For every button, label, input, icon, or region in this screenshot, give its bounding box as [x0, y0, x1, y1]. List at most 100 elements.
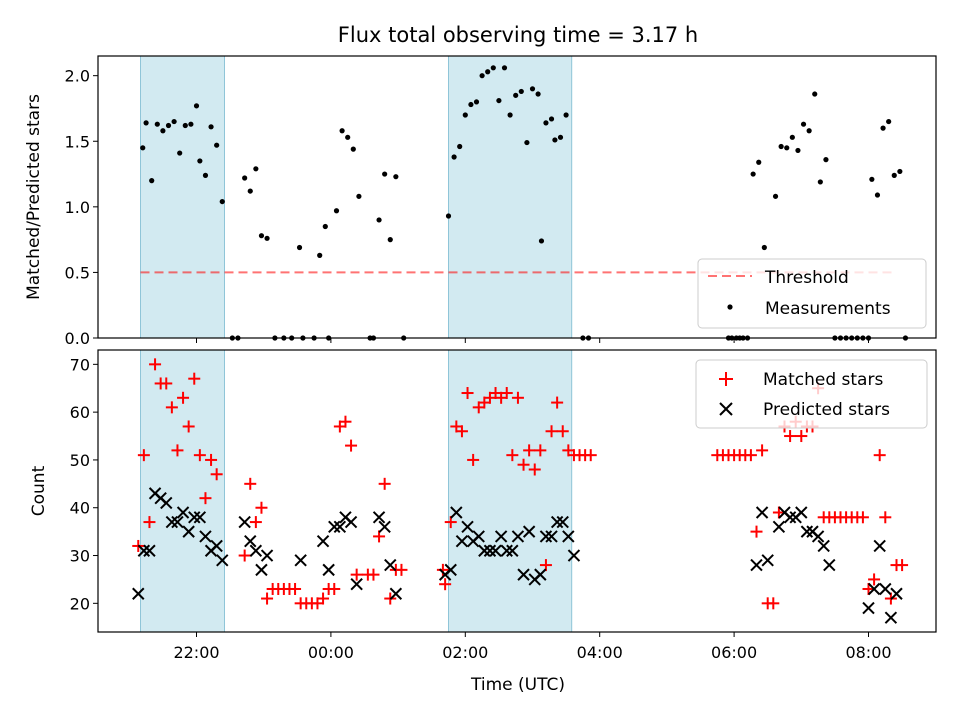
- measurement-point: [451, 154, 457, 160]
- predicted-star-marker: [539, 530, 553, 543]
- y-tick-label: 50: [70, 451, 90, 470]
- matched-star-marker: [467, 453, 480, 466]
- predicted-star-marker: [210, 539, 223, 553]
- matched-star-marker: [795, 430, 808, 443]
- legend-threshold-label: Threshold: [764, 268, 849, 288]
- measurement-point: [242, 175, 248, 181]
- predicted-star-marker: [800, 525, 814, 538]
- matched-star-marker: [511, 391, 524, 404]
- predicted-star-marker: [372, 511, 386, 524]
- measurement-point: [253, 166, 259, 172]
- matched-star-marker: [244, 477, 257, 490]
- predicted-star-marker: [322, 563, 335, 577]
- matched-star-marker: [873, 449, 886, 462]
- measurement-point: [524, 139, 530, 146]
- legend-matched-swatch: [719, 372, 733, 386]
- measurement-point: [140, 145, 146, 151]
- matched-star-marker: [317, 592, 330, 605]
- measurement-point: [886, 118, 892, 125]
- predicted-star-marker: [455, 534, 469, 548]
- predicted-star-marker: [750, 558, 763, 572]
- measurement-point: [160, 128, 166, 134]
- predicted-star-marker: [500, 544, 513, 557]
- matched-star-marker: [506, 449, 519, 462]
- matched-star-marker: [199, 492, 212, 505]
- measurement-point: [350, 146, 356, 152]
- predicted-star-marker: [193, 511, 207, 524]
- measurement-point: [154, 121, 160, 127]
- measurement-point: [778, 143, 784, 150]
- legend-matched-label: Matched stars: [763, 370, 883, 390]
- matched-star-marker: [249, 516, 262, 529]
- y-tick-label: 1.0: [65, 198, 90, 217]
- matched-star-marker: [160, 377, 173, 390]
- predicted-star-marker: [783, 511, 797, 524]
- ratio-y-axis-label: Matched/Predicted stars: [24, 94, 44, 300]
- y-tick-label: 40: [70, 499, 90, 518]
- measurement-point: [317, 252, 323, 258]
- measurement-point: [485, 69, 491, 75]
- measurement-point: [264, 235, 270, 241]
- matched-star-marker: [188, 372, 201, 385]
- predicted-star-marker: [511, 530, 525, 543]
- matched-star-marker: [255, 501, 268, 514]
- matched-star-marker: [261, 592, 274, 605]
- matched-star-marker: [879, 511, 892, 524]
- predicted-star-marker: [879, 582, 892, 596]
- measurement-point: [800, 121, 807, 127]
- y-tick-label: 2.0: [65, 67, 90, 86]
- measurement-point: [165, 122, 172, 129]
- matched-star-marker: [137, 449, 150, 462]
- x-tick-label: 00:00: [308, 643, 354, 662]
- measurement-point: [177, 150, 183, 156]
- matched-star-marker: [328, 582, 341, 595]
- count-panel-frame: [97, 349, 937, 633]
- measurement-point: [552, 137, 558, 143]
- measurement-point: [333, 208, 340, 214]
- predicted-star-marker: [244, 534, 257, 548]
- y-tick-label: 60: [70, 403, 90, 422]
- legend-predicted-label: Predicted stars: [763, 400, 890, 420]
- measurement-point: [891, 172, 897, 178]
- matched-star-marker: [517, 458, 530, 471]
- matched-star-marker: [896, 559, 909, 572]
- legend-predicted-swatch: [719, 402, 733, 416]
- measurement-point: [784, 145, 790, 151]
- predicted-star-marker: [165, 515, 179, 529]
- predicted-star-marker: [171, 515, 184, 529]
- predicted-star-marker: [294, 554, 307, 567]
- measurement-point: [473, 99, 480, 105]
- predicted-star-marker: [389, 587, 403, 600]
- matched-star-marker: [455, 425, 468, 438]
- predicted-star-marker: [534, 568, 547, 581]
- predicted-star-marker: [137, 544, 151, 557]
- predicted-star-marker: [823, 558, 836, 572]
- matched-star-marker: [534, 444, 547, 457]
- y-tick-label: 20: [70, 594, 90, 613]
- measurement-point: [247, 188, 253, 194]
- measurement-point: [393, 174, 399, 180]
- matched-star-marker: [339, 415, 352, 428]
- measurement-point: [208, 124, 214, 130]
- predicted-star-marker: [478, 544, 491, 557]
- predicted-star-marker: [890, 587, 903, 600]
- x-tick-label: 06:00: [711, 643, 757, 662]
- measurement-point: [322, 223, 328, 230]
- predicted-star-marker: [884, 611, 898, 624]
- predicted-star-marker: [199, 530, 212, 543]
- matched-star-marker: [193, 449, 206, 462]
- measurement-point: [874, 192, 881, 198]
- matched-star-marker: [444, 516, 457, 529]
- ratio-legend: Threshold Measurements: [697, 258, 927, 329]
- measurement-point: [750, 171, 756, 177]
- predicted-star-marker: [556, 515, 569, 529]
- measurement-point: [806, 128, 812, 134]
- matched-star-marker: [238, 549, 251, 562]
- measurement-point: [880, 125, 886, 131]
- matched-star-marker: [373, 530, 386, 543]
- predicted-star-marker: [132, 587, 145, 600]
- matched-star-marker: [345, 439, 358, 452]
- measurement-point: [823, 157, 829, 163]
- predicted-star-marker: [867, 582, 881, 596]
- x-axis: 22:00 00:00 02:00 04:00 06:00 08:00: [173, 338, 892, 662]
